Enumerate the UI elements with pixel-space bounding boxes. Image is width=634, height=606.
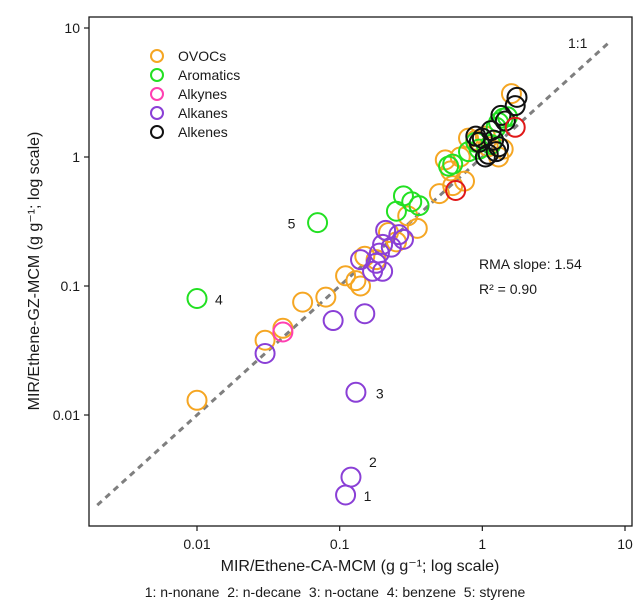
rma-slope-text: RMA slope: 1.54 <box>479 256 582 272</box>
point-alkanes <box>372 233 394 255</box>
point-alkanes <box>345 381 367 403</box>
x-axis-label: MIR/Ethene-CA-MCM (g g⁻¹; log scale) <box>221 558 500 575</box>
y-tick-label: 1 <box>72 149 80 165</box>
annotation-label: 1 <box>364 488 372 504</box>
axis-ticks: 0.01 0.1 1 10 0.01 0.1 1 10 <box>53 20 633 552</box>
point-alkanes <box>372 260 394 282</box>
point-alkenes <box>504 95 526 117</box>
point-ovocs <box>350 275 372 297</box>
point-alkanes <box>335 484 357 506</box>
point-ovocs <box>345 270 367 292</box>
point-alkanes <box>380 236 402 258</box>
point-ovocs <box>500 83 522 105</box>
point-ovocs <box>315 286 337 308</box>
legend-marker <box>150 106 164 120</box>
point-aromatics <box>186 288 208 310</box>
point-alkenes <box>483 129 505 151</box>
y-tick-label: 0.1 <box>61 278 81 294</box>
point-alkenes <box>488 136 510 158</box>
footnote: 1: n-nonane 2: n-decane 3: n-octane 4: b… <box>145 584 526 600</box>
legend-label: Alkynes <box>178 86 227 102</box>
annotation-label: 2 <box>369 454 377 470</box>
point-alkanes <box>354 303 376 325</box>
x-tick-label: 0.1 <box>330 536 350 552</box>
legend-label: OVOCs <box>178 48 226 64</box>
point-alkanes <box>388 224 410 246</box>
point-other <box>504 116 526 138</box>
legend-marker <box>150 125 164 139</box>
legend-label: Alkenes <box>178 124 228 140</box>
point-alkenes <box>490 104 512 126</box>
x-tick-label: 10 <box>617 536 633 552</box>
point-alkanes <box>392 228 414 250</box>
x-tick-label: 0.01 <box>183 536 210 552</box>
point-ovocs <box>406 217 428 239</box>
point-ovocs <box>292 291 314 313</box>
point-alkanes <box>322 310 344 332</box>
point-aromatics <box>442 153 464 175</box>
annotation-label: 4 <box>215 292 223 308</box>
annotation-label: 5 <box>288 216 296 232</box>
point-alkanes <box>254 342 276 364</box>
legend-label: Alkanes <box>178 105 228 121</box>
legend-marker <box>150 68 164 82</box>
point-annotations: 1 2 3 4 5 <box>215 216 384 504</box>
y-axis-label: MIR/Ethene-GZ-MCM (g g⁻¹; log scale) <box>26 132 43 411</box>
plot-frame <box>88 16 633 527</box>
point-alkenes <box>506 86 528 108</box>
point-alkanes <box>340 466 362 488</box>
point-alkynes <box>272 321 294 343</box>
point-alkanes <box>350 249 372 271</box>
point-aromatics <box>307 212 329 234</box>
legend-marker <box>150 49 164 63</box>
point-ovocs <box>335 265 357 287</box>
point-ovocs <box>254 329 276 351</box>
point-alkenes <box>477 143 499 165</box>
point-ovocs <box>186 389 208 411</box>
x-tick-label: 1 <box>478 536 486 552</box>
r2-text: R² = 0.90 <box>479 281 537 297</box>
y-tick-label: 10 <box>64 20 80 36</box>
point-ovocs <box>442 175 464 197</box>
data-points <box>186 83 528 506</box>
legend-marker <box>150 87 164 101</box>
one-to-one-label: 1:1 <box>568 35 588 51</box>
legend-label: Aromatics <box>178 67 240 83</box>
legend: OVOCs Aromatics Alkynes Alkanes Alkenes <box>150 48 240 140</box>
point-alkenes <box>474 146 496 168</box>
point-aromatics <box>408 195 430 217</box>
point-other <box>445 179 467 201</box>
y-tick-label: 0.01 <box>53 407 80 423</box>
annotation-label: 3 <box>376 385 384 401</box>
